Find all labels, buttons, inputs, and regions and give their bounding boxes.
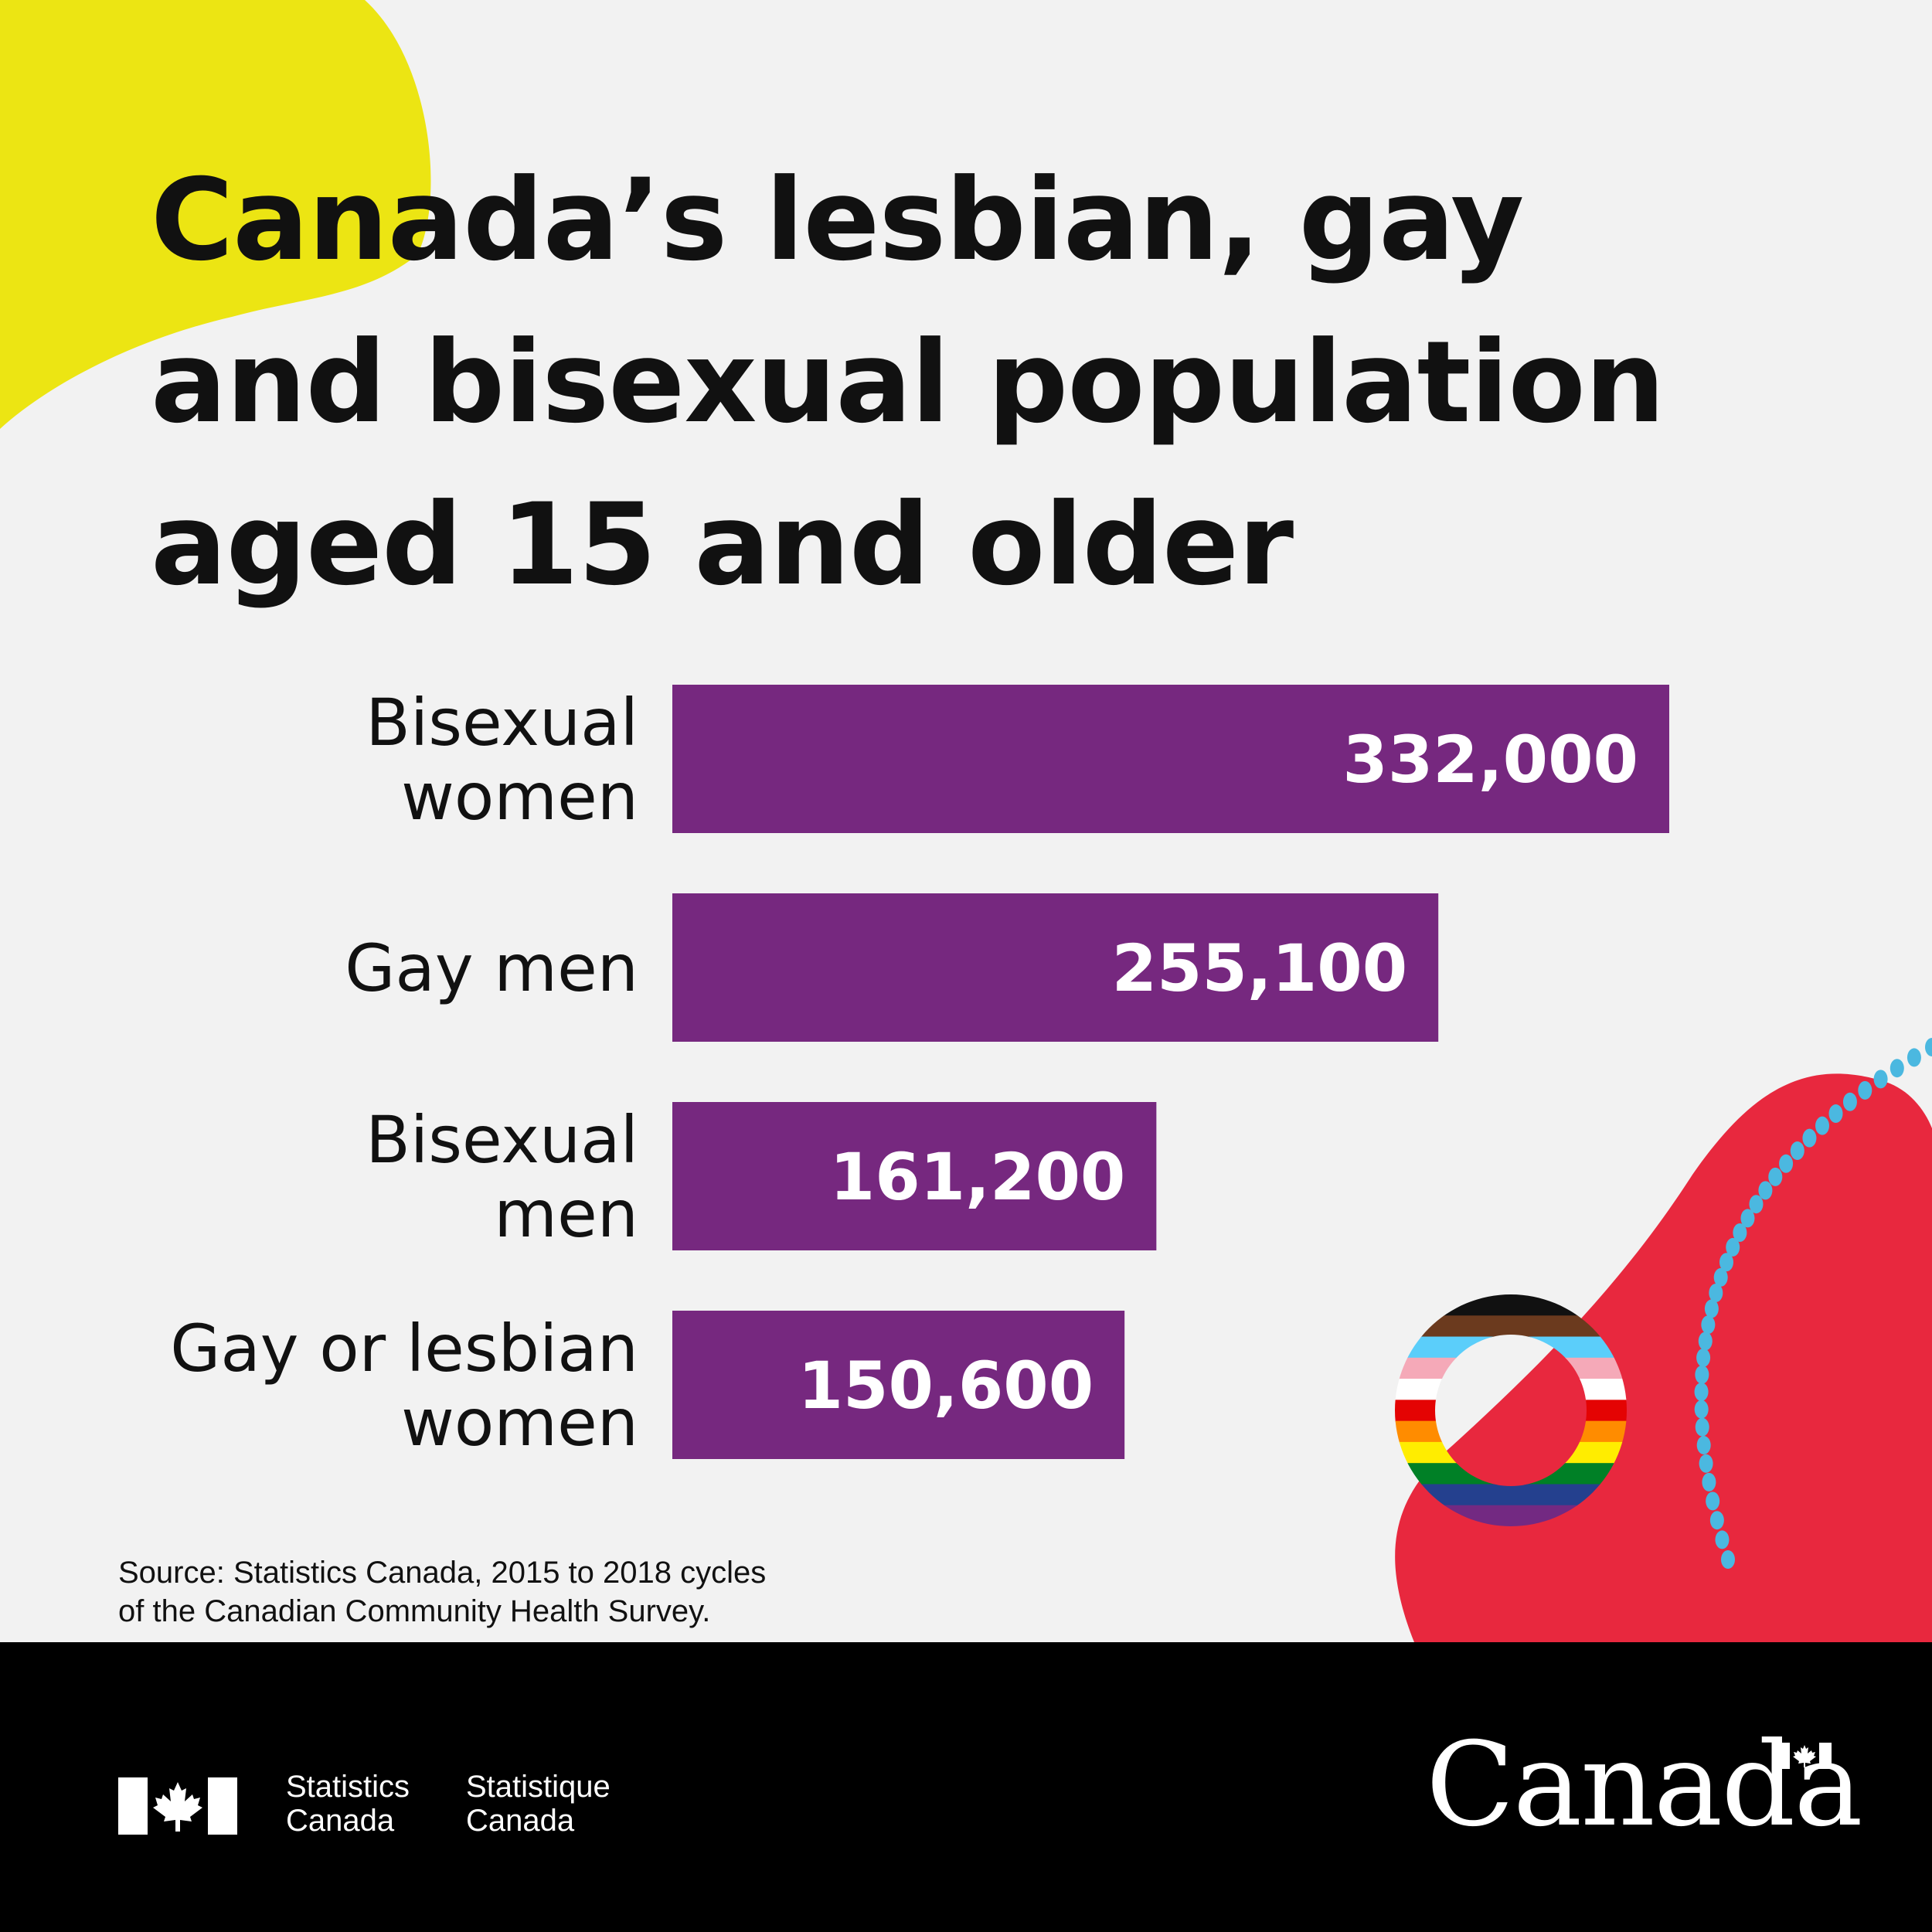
canada-wordmark: Canada [1426,1718,1863,1852]
dot [1713,1267,1728,1287]
source-line-1: Source: Statistics Canada, 2015 to 2018 … [118,1556,767,1590]
category-label: men [494,1176,638,1252]
signature-en-line-1: Statistics [286,1770,410,1804]
category-label: Bisexual [366,1102,638,1178]
footer-bar [0,1642,1932,1932]
dot [1740,1209,1755,1228]
bar [672,1311,1125,1459]
maple-leaf-icon [153,1782,202,1832]
category-label: Gay or lesbian [170,1311,638,1386]
data-label: 332,000 [1342,722,1638,798]
dot [1694,1383,1709,1402]
dot [1696,1436,1711,1455]
dot [1715,1530,1730,1549]
dot [1842,1092,1857,1111]
dot [1906,1048,1921,1067]
dot [1695,1365,1709,1384]
bar [672,685,1669,833]
dot [1768,1167,1783,1186]
maple-leaf-icon [1793,1745,1816,1767]
category-label: women [401,1385,638,1461]
signature-en-line-2: Canada [286,1804,395,1838]
dot [1726,1237,1740,1257]
dot [1704,1299,1719,1318]
dot [1758,1181,1773,1200]
dot [1709,1511,1724,1530]
dotted-line [1694,1038,1932,1569]
dot [1698,1332,1713,1351]
category-label: women [401,759,638,835]
dot [1925,1038,1932,1056]
chart-title: Canada’s lesbian, gay and bisexual popul… [151,139,1774,626]
dot [1695,1417,1709,1437]
source-line-2: of the Canadian Community Health Survey. [118,1594,711,1628]
dot [1706,1492,1720,1511]
title-line-1: Canada’s lesbian, gay [151,155,1524,286]
dot [1889,1059,1904,1078]
wordmark-flag-icon [1777,1743,1832,1769]
dot [1702,1472,1716,1492]
signature-fr-line-1: Statistique [466,1770,611,1804]
bar [672,1102,1157,1250]
dot [1699,1454,1713,1473]
dot [1828,1104,1843,1124]
dot [1696,1348,1711,1367]
signature-english: Statistics Canada [286,1770,410,1838]
title-line-2: and bisexual population [151,317,1665,448]
dot [1733,1223,1747,1242]
dot [1701,1315,1716,1335]
dot [1719,1253,1733,1272]
dot [1749,1195,1764,1214]
canada-flag-icon [118,1777,237,1835]
data-label: 150,600 [798,1348,1094,1423]
source-note: Source: Statistics Canada, 2015 to 2018 … [118,1553,1046,1631]
dot [1858,1080,1872,1100]
dot [1694,1400,1709,1419]
signature-fr-line-2: Canada [466,1804,575,1838]
yellow-blob [0,0,431,429]
dot [1709,1283,1723,1302]
dot [1790,1141,1804,1161]
dot [1779,1154,1794,1173]
title-line-3: aged 15 and older [151,479,1294,611]
dot [1873,1070,1888,1089]
category-label: Bisexual [366,685,638,760]
category-label: Gay men [345,930,638,1006]
data-label: 161,200 [830,1139,1126,1215]
signature-french: Statistique Canada [466,1770,611,1838]
data-label: 255,100 [1112,930,1408,1006]
dot [1721,1550,1735,1569]
bar [672,893,1439,1042]
dot [1802,1128,1817,1148]
dot [1815,1116,1830,1135]
